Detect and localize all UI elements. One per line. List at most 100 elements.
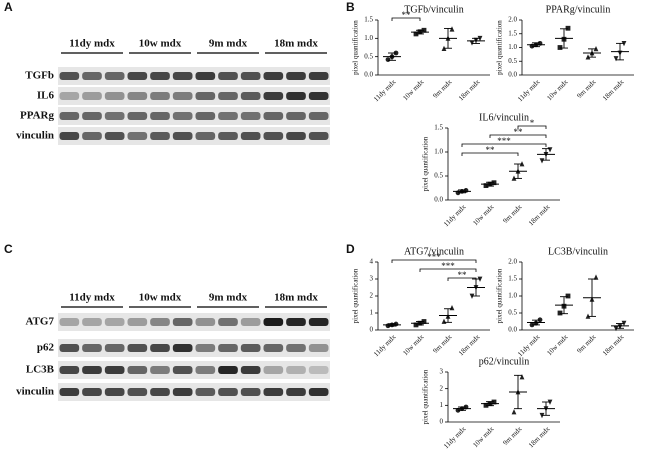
blot-band: [240, 366, 261, 374]
y-tick-label: 2.0: [508, 16, 517, 24]
row-label: ATG7: [25, 316, 54, 328]
group-label: 18m mdx: [274, 38, 318, 50]
y-tick-label: 1.0: [508, 292, 517, 300]
sig-label: **: [402, 10, 412, 20]
blot-band: [308, 132, 329, 140]
data-point: [469, 40, 475, 46]
row-label: vinculin: [16, 386, 54, 398]
data-point: [519, 374, 525, 380]
blot-band: [240, 92, 261, 100]
blot-band: [308, 388, 329, 396]
panel-letter: B: [346, 0, 355, 14]
row-label: vinculin: [16, 130, 54, 142]
blot-band: [263, 318, 284, 326]
x-tick-label: 11dy mdx: [442, 425, 468, 451]
blot-band: [59, 318, 80, 326]
data-point: [593, 274, 599, 280]
x-tick-label: 18m mdx: [527, 203, 552, 228]
y-tick-label: 0.0: [364, 71, 373, 79]
blot-band: [150, 388, 170, 396]
sig-bracket: [391, 259, 477, 263]
sig-bracket: [419, 268, 477, 272]
x-tick-label: 11dy mdx: [516, 333, 542, 359]
data-point: [547, 147, 553, 153]
blot-band: [195, 318, 216, 326]
y-tick-label: 2: [440, 384, 444, 392]
data-point: [511, 409, 517, 415]
y-tick-label: 1.0: [364, 34, 373, 42]
blot-band: [172, 112, 193, 120]
error-bar: [616, 323, 624, 329]
sig-bracket: [517, 125, 547, 129]
y-axis-label: pixel quantification: [352, 268, 360, 323]
error-bar: [560, 28, 568, 49]
blot-band: [286, 112, 306, 120]
blot-strip: [58, 383, 330, 401]
blot-band: [286, 92, 306, 100]
panel-letter: A: [4, 0, 13, 14]
error-bar: [514, 163, 522, 179]
data-point: [565, 293, 571, 299]
y-tick-label: 2: [370, 292, 374, 300]
x-tick-label: 18m mdx: [457, 78, 482, 103]
error-bar: [486, 401, 494, 407]
group-label: 18m mdx: [274, 292, 318, 304]
blot-band: [150, 344, 170, 352]
blot-band: [195, 132, 216, 140]
y-tick-label: 0: [370, 326, 374, 334]
x-tick-label: 11dy mdx: [372, 78, 398, 104]
group-label: 11dy mdx: [69, 38, 115, 50]
y-tick-label: 1.5: [508, 29, 517, 37]
blot-strip: [58, 127, 330, 145]
blot-band: [150, 132, 170, 140]
blot-band: [104, 344, 125, 352]
blot-strip: [58, 313, 330, 331]
blot-band: [308, 112, 329, 120]
data-point: [385, 57, 391, 62]
blot-band: [308, 344, 329, 352]
y-axis-label: pixel quantification: [496, 268, 504, 323]
blot-band: [286, 388, 306, 396]
blot-band: [172, 72, 193, 80]
blot-band: [286, 366, 306, 374]
blot-band: [82, 92, 102, 100]
y-tick-label: 0.5: [508, 309, 517, 317]
error-bar: [542, 401, 550, 416]
error-bar: [388, 52, 396, 61]
row-label: LC3B: [26, 364, 55, 376]
blot-band: [218, 72, 238, 80]
blot-band: [308, 366, 329, 374]
y-tick-label: 1: [370, 309, 374, 317]
blot-band: [127, 318, 148, 326]
error-bar: [588, 278, 596, 317]
blot-band: [150, 92, 170, 100]
blot-band: [172, 344, 193, 352]
x-tick-label: 11dy mdx: [372, 333, 398, 359]
x-tick-label: 9m mdx: [502, 203, 524, 225]
x-tick-label: 9m mdx: [576, 78, 598, 100]
blot-band: [127, 366, 148, 374]
blot-band: [150, 318, 170, 326]
y-tick-label: 1.5: [508, 275, 517, 283]
blot-band: [218, 132, 238, 140]
blot-band: [59, 366, 80, 374]
sig-bracket: [489, 134, 547, 138]
sig-label: **: [458, 270, 468, 280]
error-bar: [560, 296, 568, 315]
error-bar: [532, 42, 540, 48]
blot-band: [195, 366, 216, 374]
y-tick-label: 0.5: [364, 52, 373, 60]
error-bar: [444, 308, 452, 323]
chart-title: PPARg/vinculin: [546, 4, 611, 15]
blot-band: [127, 92, 148, 100]
blot-band: [263, 112, 284, 120]
sig-label: ***: [441, 261, 455, 271]
y-tick-label: 0.5: [434, 172, 443, 180]
data-point: [449, 305, 455, 311]
blot-band: [240, 112, 261, 120]
blot-band: [263, 92, 284, 100]
blot-band: [150, 366, 170, 374]
x-tick-label: 10w mdx: [545, 78, 570, 103]
panel-letter: C: [4, 242, 13, 256]
blot-band: [263, 72, 284, 80]
